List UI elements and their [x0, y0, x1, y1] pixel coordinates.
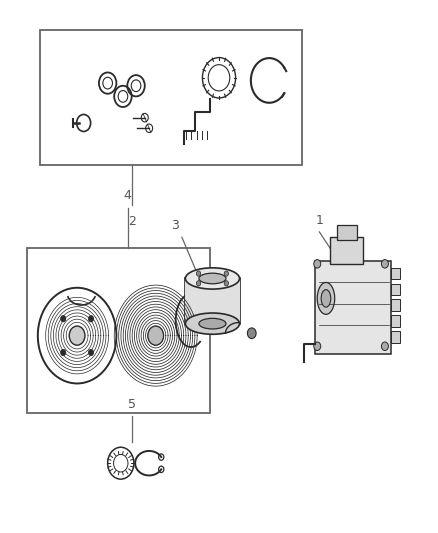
Bar — [392, 300, 400, 311]
Text: 5: 5 — [128, 398, 136, 411]
Bar — [315, 261, 392, 354]
Circle shape — [196, 271, 201, 276]
Bar — [185, 278, 240, 324]
Bar — [330, 237, 363, 264]
Circle shape — [60, 316, 66, 322]
Circle shape — [88, 349, 94, 356]
Circle shape — [314, 342, 321, 351]
Circle shape — [381, 342, 389, 351]
Text: 4: 4 — [124, 189, 132, 201]
Circle shape — [224, 281, 229, 286]
Ellipse shape — [199, 273, 226, 284]
Circle shape — [247, 328, 256, 338]
Bar — [392, 268, 400, 279]
Bar — [392, 316, 400, 327]
Bar — [337, 225, 357, 240]
Circle shape — [148, 326, 163, 345]
Ellipse shape — [321, 289, 331, 307]
Bar — [392, 284, 400, 295]
Circle shape — [69, 326, 85, 345]
Text: 1: 1 — [315, 214, 323, 227]
Text: 3: 3 — [171, 219, 179, 232]
Circle shape — [196, 281, 201, 286]
Circle shape — [88, 316, 94, 322]
Ellipse shape — [317, 282, 335, 314]
Ellipse shape — [199, 318, 226, 329]
Ellipse shape — [185, 313, 240, 334]
Bar — [40, 30, 302, 165]
Circle shape — [224, 271, 229, 276]
Bar — [27, 248, 210, 413]
Text: 2: 2 — [128, 215, 136, 228]
Bar — [392, 332, 400, 343]
Circle shape — [60, 349, 66, 356]
Circle shape — [314, 260, 321, 268]
Circle shape — [381, 260, 389, 268]
Ellipse shape — [185, 268, 240, 289]
